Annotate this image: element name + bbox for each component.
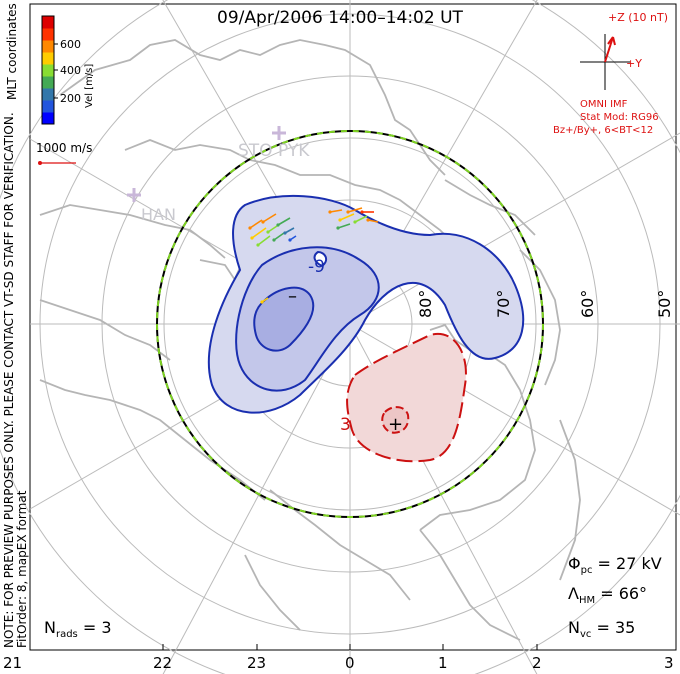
phi-subscript: pc (580, 565, 593, 577)
lambda-subscript: HM (578, 595, 596, 607)
fit-order-note: FitOrder: 8, mapEX format (15, 490, 29, 648)
station-label-sto: STO (238, 141, 273, 161)
velocity-tick-400: 400 (60, 64, 81, 77)
contour-markers: – + -9 3 (288, 257, 403, 435)
mlt-label-23: 23 (247, 654, 267, 672)
plot-frame (29, 3, 677, 651)
imf-model: Stat Mod: RG96 (580, 112, 659, 123)
positive-cell-inner (381, 406, 410, 434)
negative-cell-island (313, 250, 328, 268)
color-bar-segment (42, 76, 54, 89)
phi-value: = 27 kV (597, 554, 662, 573)
negative-cell-inner (253, 286, 315, 352)
coordinate-label: MLT coordinates (5, 3, 19, 100)
hmb-dashed (156, 130, 544, 518)
neg-contour-label: -9 (308, 257, 325, 277)
lat-label-60: 60° (578, 289, 597, 318)
color-bar-segment (42, 52, 54, 65)
mlt-label-2: 2 (532, 654, 542, 672)
mlt-label-0: 0 (345, 654, 355, 672)
stat-nrads: Nrads = 3 (44, 618, 112, 640)
lat-label-50: 50° (655, 289, 674, 318)
nrads-subscript: rads (55, 629, 78, 641)
stat-nvc: Nvc = 35 (568, 618, 635, 640)
color-bar-segment (42, 40, 54, 53)
mlt-label-21: 21 (3, 654, 23, 672)
velocity-vectors (248, 207, 379, 304)
positive-cell-outer (346, 332, 467, 463)
mlt-label-3: 3 (664, 654, 674, 672)
imf-vector (604, 36, 614, 63)
mlt-ticks (29, 644, 677, 650)
reference-vector-label: 1000 m/s (36, 141, 93, 155)
stat-potential: Φpc = 27 kV (568, 554, 662, 576)
mlt-label-22: 22 (153, 654, 173, 672)
nvc-value: = 35 (596, 618, 636, 637)
imf-condition: Bz+/By+, 6<BT<12 (553, 125, 654, 136)
color-bar-segment (42, 100, 54, 113)
lambda-value: = 66° (600, 584, 648, 603)
nrads-symbol: N (44, 618, 56, 637)
lat-label-80: 80° (416, 289, 435, 318)
map-title: 09/Apr/2006 14:00–14:02 UT (217, 8, 463, 28)
velocity-tick-600: 600 (60, 38, 81, 51)
lat-label-70: 70° (494, 289, 513, 318)
phi-symbol: Φ (568, 554, 581, 573)
stat-hmb: ΛHM = 66° (568, 584, 647, 606)
velocity-color-bar (42, 16, 54, 125)
color-bar-segment (42, 64, 54, 77)
imf-y-label: +Y (626, 57, 642, 70)
station-label-pyk: PYK (278, 141, 310, 161)
color-bar-segment (42, 88, 54, 101)
pos-contour-label: 3 (340, 415, 351, 435)
station-markers (127, 126, 286, 202)
color-bar-segment (42, 112, 54, 125)
preview-note: NOTE: FOR PREVIEW PURPOSES ONLY. PLEASE … (2, 112, 16, 648)
min-marker: – (288, 286, 297, 307)
velocity-axis-label: Vel [m/s] (84, 63, 95, 108)
color-bar-segment (42, 28, 54, 41)
nrads-value: = 3 (82, 618, 112, 637)
lambda-symbol: Λ (568, 584, 579, 603)
station-label-han: HAN (141, 205, 176, 224)
mlt-label-1: 1 (438, 654, 448, 672)
color-bar-segment (42, 16, 54, 29)
imf-z-label: +Z (10 nT) (608, 11, 669, 24)
imf-source: OMNI IMF (580, 99, 628, 110)
max-marker: + (388, 414, 403, 435)
velocity-tick-200: 200 (60, 92, 81, 105)
nvc-symbol: N (568, 618, 580, 637)
nvc-subscript: vc (579, 629, 592, 641)
